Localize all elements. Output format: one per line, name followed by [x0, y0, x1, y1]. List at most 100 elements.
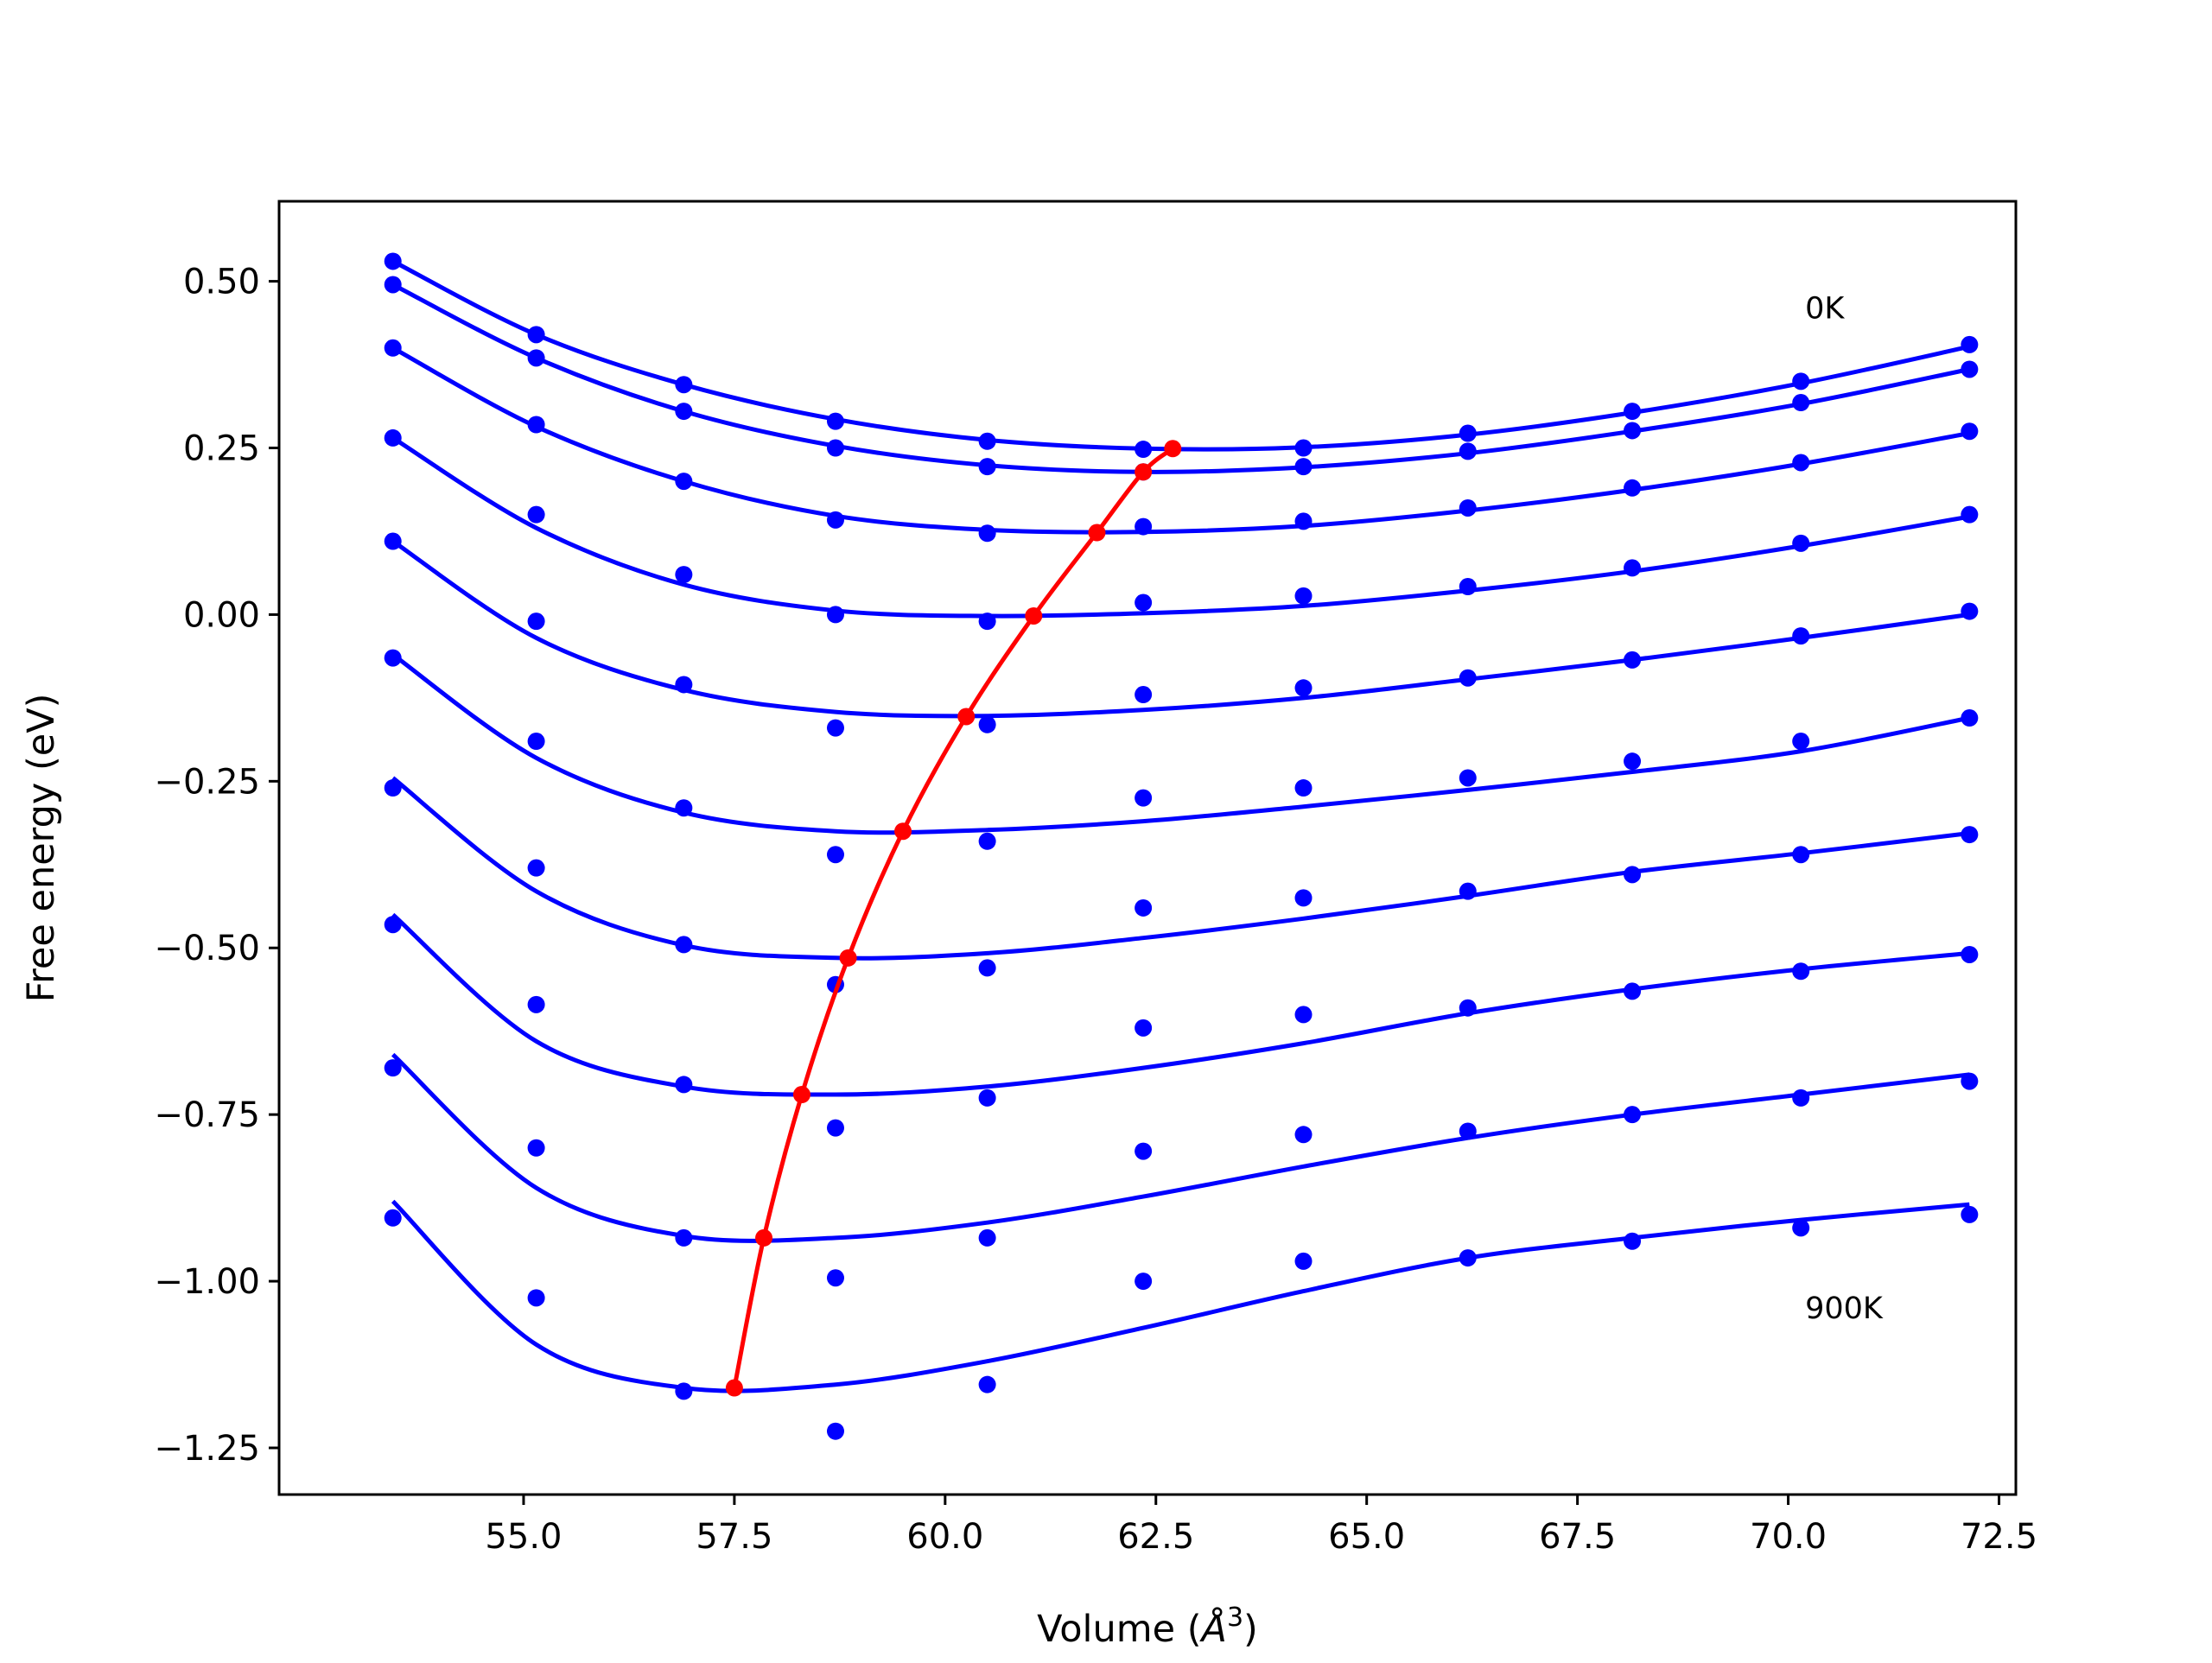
data-point [1294, 1252, 1313, 1270]
data-point [1624, 982, 1642, 1000]
y-tick-label: 0.00 [183, 595, 260, 635]
minima-line [725, 440, 1182, 1397]
data-point [978, 1089, 996, 1107]
data-point [1624, 752, 1642, 771]
data-point [1135, 441, 1153, 459]
data-point [1459, 498, 1477, 517]
y-tick-label: 0.50 [183, 263, 260, 302]
data-point [1135, 789, 1153, 807]
data-point [826, 439, 844, 457]
minimum-point [1135, 463, 1153, 481]
x-tick-label: 65.0 [1328, 1517, 1405, 1557]
data-point [1294, 587, 1313, 605]
data-point [1294, 458, 1313, 476]
data-point [978, 1375, 996, 1393]
data-point [527, 1139, 545, 1157]
fit-curve-6 [391, 776, 1970, 961]
fit-curve-0 [391, 259, 1970, 452]
data-point [978, 458, 996, 476]
data-point [384, 252, 402, 270]
data-point [1294, 1006, 1313, 1024]
fit-curve-3 [391, 435, 1970, 619]
data-point [1459, 1249, 1477, 1267]
data-point [1624, 866, 1642, 884]
data-point [1792, 627, 1810, 645]
data-point [978, 1228, 996, 1247]
data-point [826, 1269, 844, 1287]
minima-curve [732, 447, 1174, 1388]
minimum-point [1088, 524, 1106, 542]
data-point [1961, 826, 1979, 844]
x-tick-label: 70.0 [1750, 1517, 1827, 1557]
data-point [1961, 602, 1979, 620]
data-point [1792, 846, 1810, 864]
y-tick-label: −1.25 [154, 1429, 260, 1469]
data-point [1961, 422, 1979, 441]
plot-frame [277, 200, 2018, 1496]
data-point [826, 1119, 844, 1137]
data-point [1792, 534, 1810, 552]
minimum-point [1025, 606, 1043, 625]
data-point [1624, 403, 1642, 421]
data-point [1459, 424, 1477, 442]
data-point [1961, 709, 1979, 727]
data-point [384, 649, 402, 667]
fit-curve-8 [391, 1052, 1970, 1243]
data-point [978, 832, 996, 850]
x-tick-label: 67.5 [1539, 1517, 1616, 1557]
data-point [1961, 360, 1979, 378]
data-point [384, 779, 402, 797]
data-point [384, 428, 402, 447]
data-point [527, 1289, 545, 1307]
data-point [675, 1228, 693, 1247]
data-point [1792, 733, 1810, 751]
data-point [1792, 394, 1810, 412]
data-point [826, 606, 844, 624]
minimum-point [839, 949, 857, 967]
data-point [978, 432, 996, 450]
data-point [527, 995, 545, 1013]
data-point [826, 1422, 844, 1440]
data-point [826, 846, 844, 864]
data-point [978, 715, 996, 733]
data-point [1294, 1126, 1313, 1144]
data-point [1459, 999, 1477, 1017]
fit-curve-4 [391, 539, 1970, 719]
data-point [1961, 335, 1979, 353]
minimum-point [792, 1086, 810, 1104]
data-point [1792, 1089, 1810, 1107]
data-point [1294, 679, 1313, 697]
data-point [527, 505, 545, 524]
data-point [826, 511, 844, 529]
data-point [1459, 442, 1477, 460]
minimum-point [957, 708, 976, 726]
x-tick-label: 60.0 [906, 1517, 983, 1557]
data-point [675, 1382, 693, 1400]
data-point [1135, 593, 1153, 612]
data-point [527, 326, 545, 344]
data-point [1624, 479, 1642, 497]
data-point [527, 349, 545, 367]
data-point [1961, 945, 1979, 963]
data-point [1624, 559, 1642, 577]
x-tick-label: 62.5 [1117, 1517, 1194, 1557]
minimum-point [1164, 440, 1182, 458]
y-tick-label: −0.50 [154, 929, 260, 968]
data-point [675, 676, 693, 694]
data-point [1961, 505, 1979, 524]
x-axis-label: Volume (Å3) [1037, 1603, 1258, 1651]
data-point [1135, 686, 1153, 704]
data-point [675, 1076, 693, 1094]
data-point [1135, 1142, 1153, 1160]
fit-curves [391, 259, 1970, 1393]
data-point [978, 613, 996, 631]
data-point [675, 936, 693, 954]
fit-curve-1 [391, 282, 1970, 474]
data-point [675, 566, 693, 584]
y-tick-label: −0.25 [154, 762, 260, 802]
data-point [1135, 1273, 1153, 1291]
y-tick-label: 0.25 [183, 429, 260, 469]
data-point [675, 403, 693, 421]
